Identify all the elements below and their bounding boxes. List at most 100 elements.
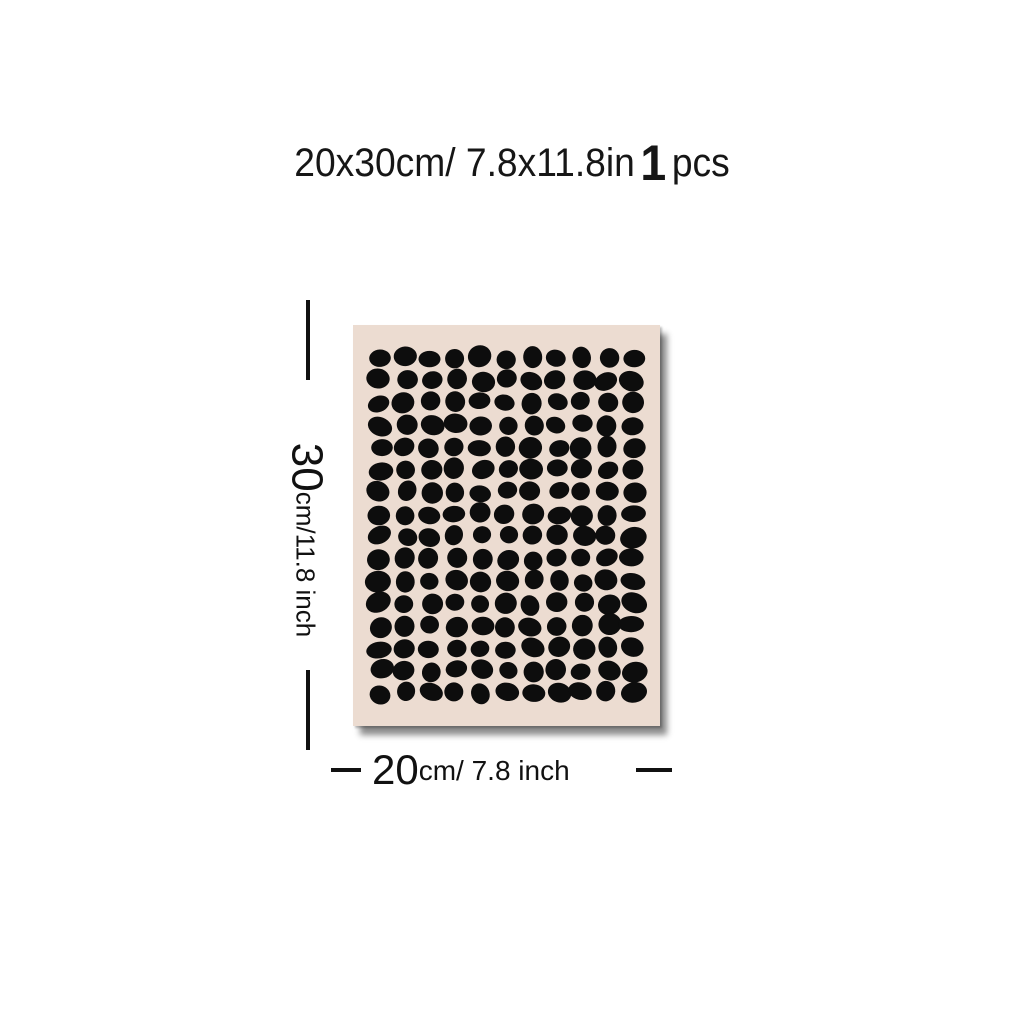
poster-dot [371, 439, 393, 456]
poster-dot [618, 616, 644, 633]
poster-dot [394, 595, 414, 614]
poster-dot [391, 434, 418, 459]
poster-dot [465, 342, 494, 370]
poster-dot [567, 680, 594, 702]
poster-dot [365, 392, 391, 415]
poster-dot [418, 412, 447, 438]
poster-dot [496, 350, 516, 370]
poster-dot [364, 570, 392, 594]
poster-dot [390, 658, 416, 683]
poster-dot [499, 526, 518, 544]
height-dimension-line-bottom [306, 670, 310, 750]
poster-dot [389, 389, 417, 416]
poster-dot [573, 370, 597, 390]
height-dimension-line-top [306, 300, 310, 380]
width-dimension-line-right [636, 768, 672, 772]
poster-dot [620, 457, 647, 483]
poster-dot [395, 680, 417, 703]
poster-dot [569, 457, 594, 481]
poster-dot [568, 435, 593, 461]
poster-dot [574, 592, 594, 612]
poster-dot [491, 501, 518, 527]
poster-dot [495, 617, 515, 638]
poster-dot [619, 680, 649, 705]
poster-dot [395, 506, 415, 526]
poster-dot [362, 588, 394, 617]
poster-dot [395, 525, 420, 548]
poster-dot [546, 391, 570, 413]
poster-dot [394, 458, 417, 481]
poster-dot [445, 593, 465, 612]
poster-dot [518, 634, 548, 661]
poster-dot [369, 349, 391, 368]
poster-dot [522, 567, 547, 593]
poster-dot [520, 523, 545, 547]
poster-dot [367, 505, 391, 526]
poster-dot [621, 505, 647, 523]
quantity-unit: pcs [672, 141, 730, 185]
poster-dot [523, 661, 544, 682]
poster-dot [443, 567, 471, 594]
poster-dot [616, 368, 646, 395]
poster-dot [548, 568, 570, 592]
poster-dot [392, 637, 416, 660]
poster-dot [442, 523, 465, 548]
quantity-number: 1 [640, 135, 666, 191]
poster-dot [571, 413, 594, 433]
poster-dot [393, 346, 418, 367]
poster-dot [519, 481, 540, 501]
width-unit-text: cm/ 7.8 inch [419, 755, 570, 786]
poster-dot [494, 681, 521, 703]
poster-dot [493, 393, 516, 413]
poster-dot [543, 414, 568, 437]
poster-dot [442, 505, 466, 523]
poster-dot [519, 500, 547, 527]
poster-dot [420, 369, 444, 391]
poster-dot [415, 545, 442, 572]
poster-dot [619, 548, 644, 566]
poster-dot [396, 571, 416, 593]
poster-dot [419, 351, 441, 367]
poster-dot [441, 435, 466, 460]
poster-dot [593, 545, 620, 569]
poster-dot [395, 477, 420, 504]
poster-dot [471, 547, 495, 572]
poster-dot [596, 435, 617, 458]
poster-dot [447, 547, 468, 568]
poster-dot [596, 414, 618, 437]
poster-dot [621, 390, 646, 414]
width-number: 20 [372, 746, 419, 793]
poster-dot [442, 412, 468, 435]
poster-dot [419, 615, 440, 635]
poster-dot [596, 482, 619, 501]
poster-dot [495, 367, 519, 389]
poster-dot [518, 436, 544, 460]
height-unit-text: cm/11.8 inch [291, 492, 321, 637]
poster-dot [522, 683, 546, 703]
poster-dot [365, 640, 393, 660]
poster-dot [468, 593, 491, 616]
poster-dot [468, 484, 492, 504]
poster-dot [592, 369, 621, 395]
poster-dot [469, 457, 497, 483]
poster-dot [547, 479, 571, 501]
poster-dot [468, 391, 491, 409]
poster-dot [445, 366, 470, 392]
poster-dot [365, 367, 391, 390]
poster-dot [441, 679, 466, 704]
poster-dot [621, 435, 649, 461]
width-dimension-label: 20cm/ 7.8 inch [372, 752, 570, 789]
poster-dot [545, 615, 569, 638]
poster-dot [444, 658, 469, 679]
poster-dot [599, 347, 620, 368]
poster-dot [369, 657, 396, 681]
poster-dot [494, 547, 522, 574]
poster-dot [523, 551, 543, 571]
poster-dot [443, 389, 468, 415]
poster-dot [499, 416, 518, 435]
poster-dot [368, 461, 395, 482]
poster-image [353, 325, 660, 726]
poster-dot [418, 479, 446, 507]
poster-dot [493, 590, 519, 616]
poster-dot [596, 635, 619, 660]
